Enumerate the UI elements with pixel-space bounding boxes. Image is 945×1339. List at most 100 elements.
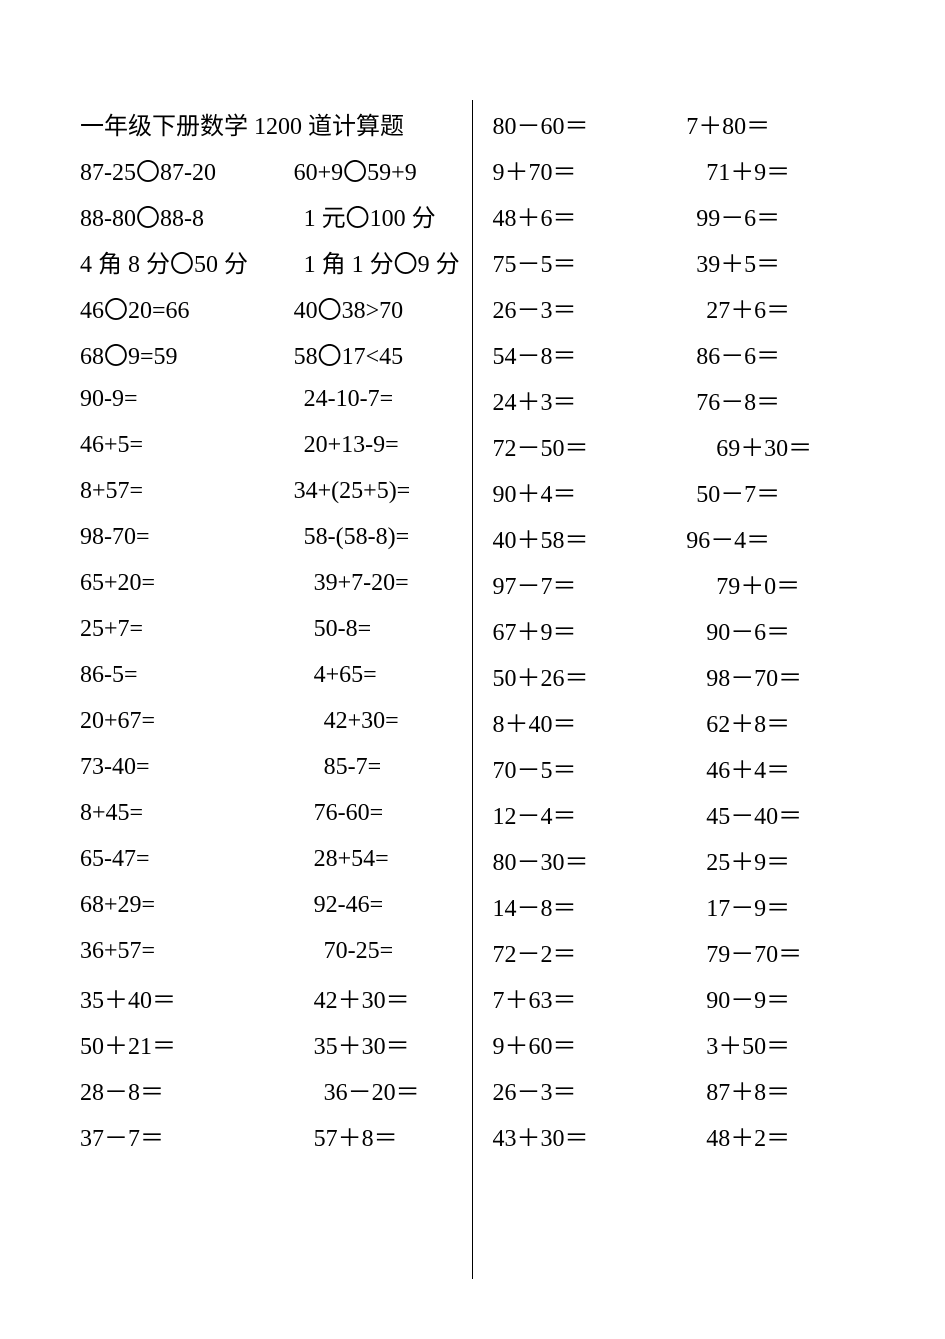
problem-row: 75－5＝39＋5＝ — [493, 238, 866, 284]
problem-cell: 40＋58＝ — [493, 520, 687, 555]
problem-row: 36+57=70-25= — [80, 928, 462, 974]
problem-row: 8+45=76-60= — [80, 790, 462, 836]
problem-row: 90＋4＝50－7＝ — [493, 468, 866, 514]
problem-cell: 48＋2＝ — [686, 1118, 865, 1153]
problem-cell: 3＋50＝ — [686, 1026, 865, 1061]
problem-cell: 67＋9＝ — [493, 612, 687, 647]
problem-cell: 97－7＝ — [493, 566, 687, 601]
problem-cell: 20+67= — [80, 708, 294, 735]
problem-cell: 86－6＝ — [686, 336, 865, 371]
problem-row: 50＋21＝35＋30＝ — [80, 1020, 462, 1066]
problem-cell: 87＋8＝ — [686, 1072, 865, 1107]
problem-row: 25+7=50-8= — [80, 606, 462, 652]
problem-cell: 9＋70＝ — [493, 152, 687, 187]
problem-cell: 70－5＝ — [493, 750, 687, 785]
problem-row: 7＋63＝90－9＝ — [493, 974, 866, 1020]
title-row: 一年级下册数学 1200 道计算题 — [80, 100, 462, 146]
problem-row: 20+67=42+30= — [80, 698, 462, 744]
problem-cell: 57＋8＝ — [294, 1118, 462, 1153]
problem-cell: 76-60= — [294, 800, 462, 827]
problem-row: 80－30＝25＋9＝ — [493, 836, 866, 882]
problem-cell: 43＋30＝ — [493, 1118, 687, 1153]
problem-row: 8＋40＝62＋8＝ — [493, 698, 866, 744]
problem-cell: 99－6＝ — [686, 198, 865, 233]
problem-cell: 68〇9=59 — [80, 336, 294, 371]
problem-row: 9＋70＝71＋9＝ — [493, 146, 866, 192]
problem-row: 72－50＝69＋30＝ — [493, 422, 866, 468]
problem-cell: 8＋40＝ — [493, 704, 687, 739]
problem-row: 8+57=34+(25+5)= — [80, 468, 462, 514]
problem-cell: 87-25〇87-20 — [80, 152, 294, 187]
problem-cell: 50－7＝ — [686, 474, 865, 509]
problem-row: 4 角 8 分〇50 分1 角 1 分〇9 分 — [80, 238, 462, 284]
problem-cell: 8+45= — [80, 800, 294, 827]
problem-cell: 98－70＝ — [686, 658, 865, 693]
problem-cell: 85-7= — [294, 754, 462, 781]
problem-cell: 92-46= — [294, 892, 462, 919]
problem-cell: 4 角 8 分〇50 分 — [80, 244, 294, 279]
problem-cell: 62＋8＝ — [686, 704, 865, 739]
problem-row: 90-9=24-10-7= — [80, 376, 462, 422]
problem-cell: 36+57= — [80, 938, 294, 965]
problem-row: 98-70=58-(58-8)= — [80, 514, 462, 560]
problem-row: 28－8＝36－20＝ — [80, 1066, 462, 1112]
problem-row: 88-80〇88-81 元〇100 分 — [80, 192, 462, 238]
problem-cell: 1 角 1 分〇9 分 — [294, 244, 462, 279]
problem-row: 86-5=4+65= — [80, 652, 462, 698]
problem-cell: 39＋5＝ — [686, 244, 865, 279]
problem-cell: 26－3＝ — [493, 1072, 687, 1107]
problem-row: 67＋9＝90－6＝ — [493, 606, 866, 652]
problem-cell: 46＋4＝ — [686, 750, 865, 785]
problem-cell: 71＋9＝ — [686, 152, 865, 187]
problem-row: 48＋6＝99－6＝ — [493, 192, 866, 238]
problem-row: 97－7＝79＋0＝ — [493, 560, 866, 606]
problem-cell: 14－8＝ — [493, 888, 687, 923]
problem-cell: 79＋0＝ — [686, 566, 865, 601]
problem-row: 72－2＝79－70＝ — [493, 928, 866, 974]
problem-cell: 17－9＝ — [686, 888, 865, 923]
problem-cell: 45－40＝ — [686, 796, 865, 831]
problem-cell: 24-10-7= — [294, 386, 462, 413]
problem-cell: 79－70＝ — [686, 934, 865, 969]
problem-cell: 72－2＝ — [493, 934, 687, 969]
problem-row: 26－3＝27＋6＝ — [493, 284, 866, 330]
problem-cell: 50-8= — [294, 616, 462, 643]
problem-cell: 98-70= — [80, 524, 294, 551]
page-container: 一年级下册数学 1200 道计算题 87-25〇87-2060+9〇59+988… — [80, 100, 865, 1279]
problem-cell: 69＋30＝ — [686, 428, 865, 463]
problem-cell: 39+7-20= — [294, 570, 462, 597]
problem-cell: 70-25= — [294, 938, 462, 965]
problem-cell: 54－8＝ — [493, 336, 687, 371]
problem-row: 35＋40＝42＋30＝ — [80, 974, 462, 1020]
problem-cell: 1 元〇100 分 — [294, 198, 462, 233]
problem-cell: 80－60＝ — [493, 106, 687, 141]
problem-cell: 42＋30＝ — [294, 980, 462, 1015]
problem-row: 14－8＝17－9＝ — [493, 882, 866, 928]
problem-cell: 60+9〇59+9 — [294, 152, 462, 187]
problem-cell: 4+65= — [294, 662, 462, 689]
problem-row: 26－3＝87＋8＝ — [493, 1066, 866, 1112]
problem-cell: 34+(25+5)= — [294, 478, 462, 505]
problem-cell: 46+5= — [80, 432, 294, 459]
problem-row: 80－60＝7＋80＝ — [493, 100, 866, 146]
problem-cell: 50＋21＝ — [80, 1026, 294, 1061]
problem-row: 54－8＝86－6＝ — [493, 330, 866, 376]
problem-cell: 68+29= — [80, 892, 294, 919]
problem-row: 46〇20=6640〇38>70 — [80, 284, 462, 330]
problem-row: 68+29=92-46= — [80, 882, 462, 928]
problem-row: 65-47=28+54= — [80, 836, 462, 882]
problem-cell: 24＋3＝ — [493, 382, 687, 417]
problem-cell: 46〇20=66 — [80, 290, 294, 325]
problem-cell: 20+13-9= — [294, 432, 462, 459]
problem-row: 37－7＝57＋8＝ — [80, 1112, 462, 1158]
problem-cell: 88-80〇88-8 — [80, 198, 294, 233]
problem-cell: 25＋9＝ — [686, 842, 865, 877]
problem-row: 73-40=85-7= — [80, 744, 462, 790]
problem-cell: 7＋63＝ — [493, 980, 687, 1015]
problem-cell: 90-9= — [80, 386, 294, 413]
problem-cell: 58〇17<45 — [294, 336, 462, 371]
problem-row: 12－4＝45－40＝ — [493, 790, 866, 836]
problem-cell: 65+20= — [80, 570, 294, 597]
problem-cell: 86-5= — [80, 662, 294, 689]
problem-cell: 26－3＝ — [493, 290, 687, 325]
